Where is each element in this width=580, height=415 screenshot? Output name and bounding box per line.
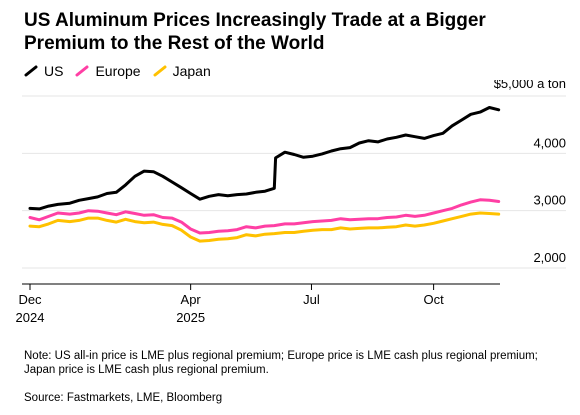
series-line-japan: [28, 211, 501, 243]
x-tick-sublabel-2024: 2024: [16, 310, 45, 325]
legend-label-japan: Japan: [172, 63, 211, 79]
legend-item-us: US: [24, 63, 63, 79]
legend-item-japan: Japan: [153, 63, 211, 79]
chart-note: Note: US all-in price is LME plus region…: [24, 350, 538, 376]
legend-item-europe: Europe: [75, 63, 141, 79]
x-tick-label-jul: Jul: [303, 292, 320, 307]
y-tick-label-3000: 3,000: [533, 193, 566, 208]
x-tick-label-apr: Apr: [181, 292, 202, 307]
y-tick-label-4000: 4,000: [533, 135, 566, 150]
chart-source: Source: Fastmarkets, LME, Bloomberg: [24, 392, 223, 404]
legend-label-europe: Europe: [95, 63, 141, 79]
legend-swatch-us: [24, 65, 38, 77]
line-chart: $5,000 a ton 2,000 3,000 4,000 Dec 2024 Apr 202…: [16, 80, 566, 325]
legend-swatch-japan: [153, 65, 167, 77]
chart-title: US Aluminum Prices Increasingly Trade at…: [24, 10, 486, 54]
x-tick-label-dec: Dec: [18, 292, 42, 307]
x-tick-label-oct: Oct: [423, 292, 444, 307]
x-tick-sublabel-2025: 2025: [176, 310, 205, 325]
legend-label-us: US: [44, 63, 64, 79]
y-unit-label: $5,000 a ton: [494, 80, 566, 91]
legend: US Europe Japan: [24, 62, 223, 80]
series-line-us: [28, 106, 501, 211]
series-line-europe: [28, 198, 501, 235]
legend-swatch-europe: [75, 65, 89, 77]
y-tick-label-2000: 2,000: [533, 250, 566, 265]
